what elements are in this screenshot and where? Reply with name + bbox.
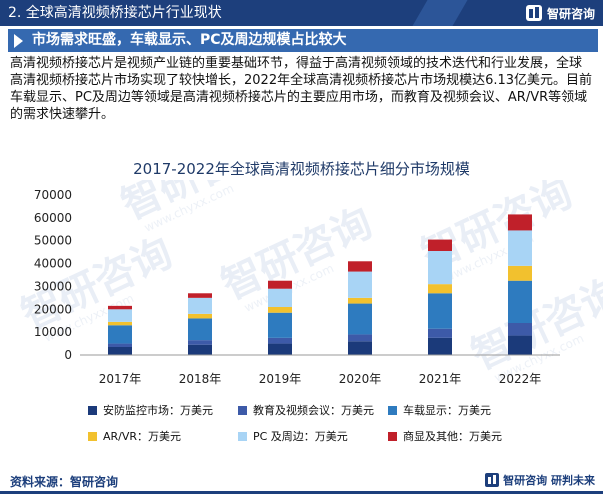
- x-tick-label: 2022年: [499, 372, 542, 386]
- legend-label: PC 及周边：万美元: [253, 430, 348, 443]
- bar-segment: [428, 337, 452, 355]
- footer-slogan: 智研咨询 研判未来: [503, 474, 595, 487]
- bar-segment: [108, 305, 132, 310]
- legend-item: 教育及视频会议：万美元: [238, 402, 374, 418]
- y-tick-label: 0: [64, 348, 72, 362]
- y-tick-label: 40000: [34, 257, 72, 271]
- y-tick-label: 60000: [34, 211, 72, 225]
- subheading-bar: 市场需求旺盛，车载显示、PC及周边规模占比较大: [8, 29, 598, 52]
- stacked-bar-chart: 智研咨询www.chyxx.com智研咨询www.chyxx.com智研咨询ww…: [15, 180, 603, 386]
- legend-swatch: [238, 431, 247, 441]
- bar-segment: [508, 280, 532, 323]
- bar-segment: [508, 335, 532, 355]
- bar-segment: [188, 340, 212, 345]
- bar-segment: [108, 321, 132, 326]
- bar-segment: [188, 344, 212, 355]
- bar-segment: [188, 297, 212, 314]
- brand-logo-icon: [525, 5, 542, 21]
- bar-segment: [428, 293, 452, 329]
- legend-label: 安防监控市场：万美元: [103, 404, 213, 417]
- y-tick-label: 30000: [34, 279, 72, 293]
- subheading: 市场需求旺盛，车载显示、PC及周边规模占比较大: [32, 32, 347, 48]
- bar-segment: [428, 239, 452, 251]
- intro-paragraph: 高清视频桥接芯片是视频产业链的重要基础环节，得益于高清视频领域的技术迭代和行业发…: [10, 56, 593, 122]
- legend-item: 车载显示：万美元: [388, 402, 491, 418]
- legend-label: 商显及其他：万美元: [403, 430, 502, 443]
- bar-segment: [508, 323, 532, 336]
- top-bar: 2. 全球高清视频桥接芯片行业现状 智研咨询: [0, 0, 603, 26]
- bar-segment: [508, 230, 532, 266]
- footer: 资料来源：智研咨询 智研咨询 研判未来: [0, 470, 603, 500]
- y-axis: 0 10000 20000 30000 40000 50000 60000 70000: [34, 188, 72, 362]
- bar-segment: [268, 337, 292, 344]
- chart-title: 2017-2022年全球高清视频桥接芯片细分市场规模: [133, 160, 470, 178]
- bar-segment: [108, 347, 132, 355]
- bar-segment: [348, 297, 372, 304]
- bar-segment: [268, 312, 292, 338]
- legend-swatch: [88, 431, 97, 441]
- play-marker-icon: [14, 34, 23, 48]
- bar-segment: [348, 271, 372, 298]
- brand: 智研咨询: [525, 2, 595, 24]
- source-label: 资料来源：智研咨询: [10, 475, 119, 489]
- brand-name: 智研咨询: [546, 6, 595, 21]
- legend-label: 教育及视频会议：万美元: [253, 404, 374, 417]
- bars: [108, 214, 532, 355]
- bar-segment: [348, 303, 372, 335]
- bar-segment: [508, 265, 532, 281]
- x-tick-label: 2021年: [419, 372, 462, 386]
- bar-segment: [428, 284, 452, 294]
- bar-segment: [268, 343, 292, 355]
- bar-segment: [268, 288, 292, 307]
- bar-segment: [188, 293, 212, 298]
- bar-segment: [348, 334, 372, 342]
- bar-segment: [268, 280, 292, 289]
- bar-segment: [188, 318, 212, 341]
- legend-swatch: [388, 405, 397, 415]
- x-axis: 2017年 2018年 2019年 2020年 2021年 2022年: [99, 372, 542, 386]
- section-title: 2. 全球高清视频桥接芯片行业现状: [8, 5, 222, 21]
- legend-item: 安防监控市场：万美元: [88, 402, 213, 418]
- bar-segment: [108, 309, 132, 322]
- decorative-stripe: [412, 0, 468, 26]
- x-tick-label: 2019年: [259, 372, 302, 386]
- legend-swatch: [388, 431, 397, 441]
- footer-line: [0, 491, 603, 494]
- legend-swatch: [238, 405, 247, 415]
- legend-label: AR/VR：万美元: [103, 430, 182, 443]
- y-tick-label: 50000: [34, 234, 72, 248]
- y-tick-label: 10000: [34, 325, 72, 339]
- footer-brand: 智研咨询 研判未来: [485, 472, 595, 488]
- bar-segment: [108, 325, 132, 344]
- bar-segment: [428, 251, 452, 285]
- bar-segment: [508, 214, 532, 231]
- bar-segment: [348, 341, 372, 355]
- x-tick-label: 2018年: [179, 372, 222, 386]
- x-tick-label: 2017年: [99, 372, 142, 386]
- footer-logo-icon: [485, 473, 500, 487]
- legend-swatch: [88, 405, 97, 415]
- legend-label: 车载显示：万美元: [403, 404, 491, 417]
- legend-item: PC 及周边：万美元: [238, 428, 348, 444]
- bar-segment: [188, 313, 212, 319]
- bar-segment: [108, 343, 132, 347]
- bar-segment: [268, 307, 292, 313]
- legend-item: 商显及其他：万美元: [388, 428, 502, 444]
- x-tick-label: 2020年: [339, 372, 382, 386]
- bar-segment: [428, 328, 452, 338]
- y-tick-label: 20000: [34, 302, 72, 316]
- bar-segment: [348, 261, 372, 272]
- y-tick-label: 70000: [34, 188, 72, 202]
- legend-item: AR/VR：万美元: [88, 428, 181, 444]
